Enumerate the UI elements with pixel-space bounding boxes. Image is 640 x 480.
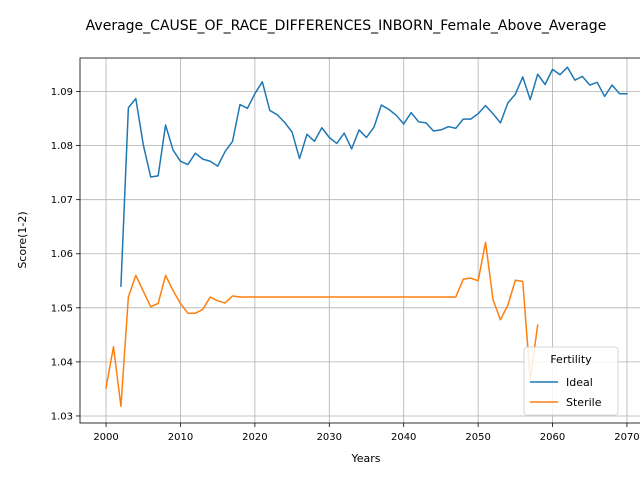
y-tick-label: 1.08: [51, 141, 73, 152]
x-tick-label: 2010: [168, 432, 193, 443]
x-tick-label: 2020: [242, 432, 267, 443]
y-axis-ticks: 1.03 1.04 1.05 1.06 1.07 1.08 1.09: [51, 87, 80, 422]
chart-title: Average_CAUSE_OF_RACE_DIFFERENCES_INBORN…: [86, 18, 607, 34]
legend: Fertility Ideal Sterile: [523, 346, 619, 416]
plot-frame: [79, 57, 640, 424]
y-tick-label: 1.05: [51, 303, 73, 314]
series-lines: [105, 66, 628, 407]
legend-label-sterile: Sterile: [566, 396, 602, 409]
series-line-sterile: [105, 241, 539, 407]
legend-box: [523, 346, 619, 416]
legend-label-ideal: Ideal: [566, 376, 593, 389]
legend-entries: Ideal Sterile: [530, 376, 602, 409]
y-tick-label: 1.03: [51, 411, 73, 422]
y-tick-label: 1.04: [51, 357, 73, 368]
y-axis-label: Score(1-2): [16, 211, 29, 268]
series-line-ideal: [120, 66, 628, 287]
legend-title: Fertility: [550, 353, 592, 366]
y-tick-label: 1.06: [51, 249, 73, 260]
x-tick-label: 2070: [614, 432, 639, 443]
x-tick-label: 2000: [93, 432, 118, 443]
y-tick-label: 1.09: [51, 87, 73, 98]
y-tick-label: 1.07: [51, 195, 73, 206]
x-tick-label: 2060: [540, 432, 565, 443]
x-tick-label: 2050: [465, 432, 490, 443]
x-axis-label: Years: [350, 452, 380, 465]
x-tick-label: 2040: [391, 432, 416, 443]
x-tick-label: 2030: [317, 432, 342, 443]
x-axis-ticks: 2000 2010 2020 2030 2040 2050 2060 2070: [93, 423, 640, 443]
